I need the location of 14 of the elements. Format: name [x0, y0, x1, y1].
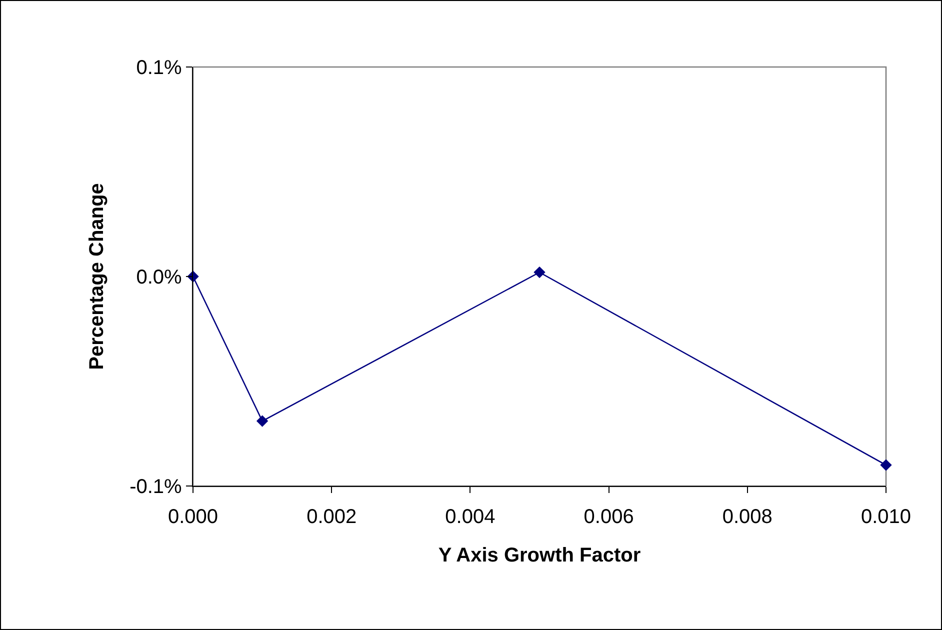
- point: [534, 266, 546, 278]
- y-tick-label: 0.0%: [136, 266, 182, 288]
- y-tick-label: 0.1%: [136, 57, 182, 79]
- x-tick-label: 0.008: [722, 506, 772, 528]
- point: [256, 415, 268, 427]
- y-tick-label: -0.1%: [130, 476, 182, 498]
- x-tick-label: 0.002: [306, 506, 357, 528]
- x-tick-label: 0.010: [860, 506, 912, 528]
- point: [880, 459, 892, 471]
- x-tick-label: 0.000: [168, 506, 218, 528]
- x-axis-title: Y Axis Growth Factor: [438, 544, 641, 567]
- y-axis-title: Percentage Change: [86, 183, 108, 370]
- x-tick-label: 0.004: [445, 506, 496, 528]
- x-tick-label: 0.006: [584, 506, 634, 528]
